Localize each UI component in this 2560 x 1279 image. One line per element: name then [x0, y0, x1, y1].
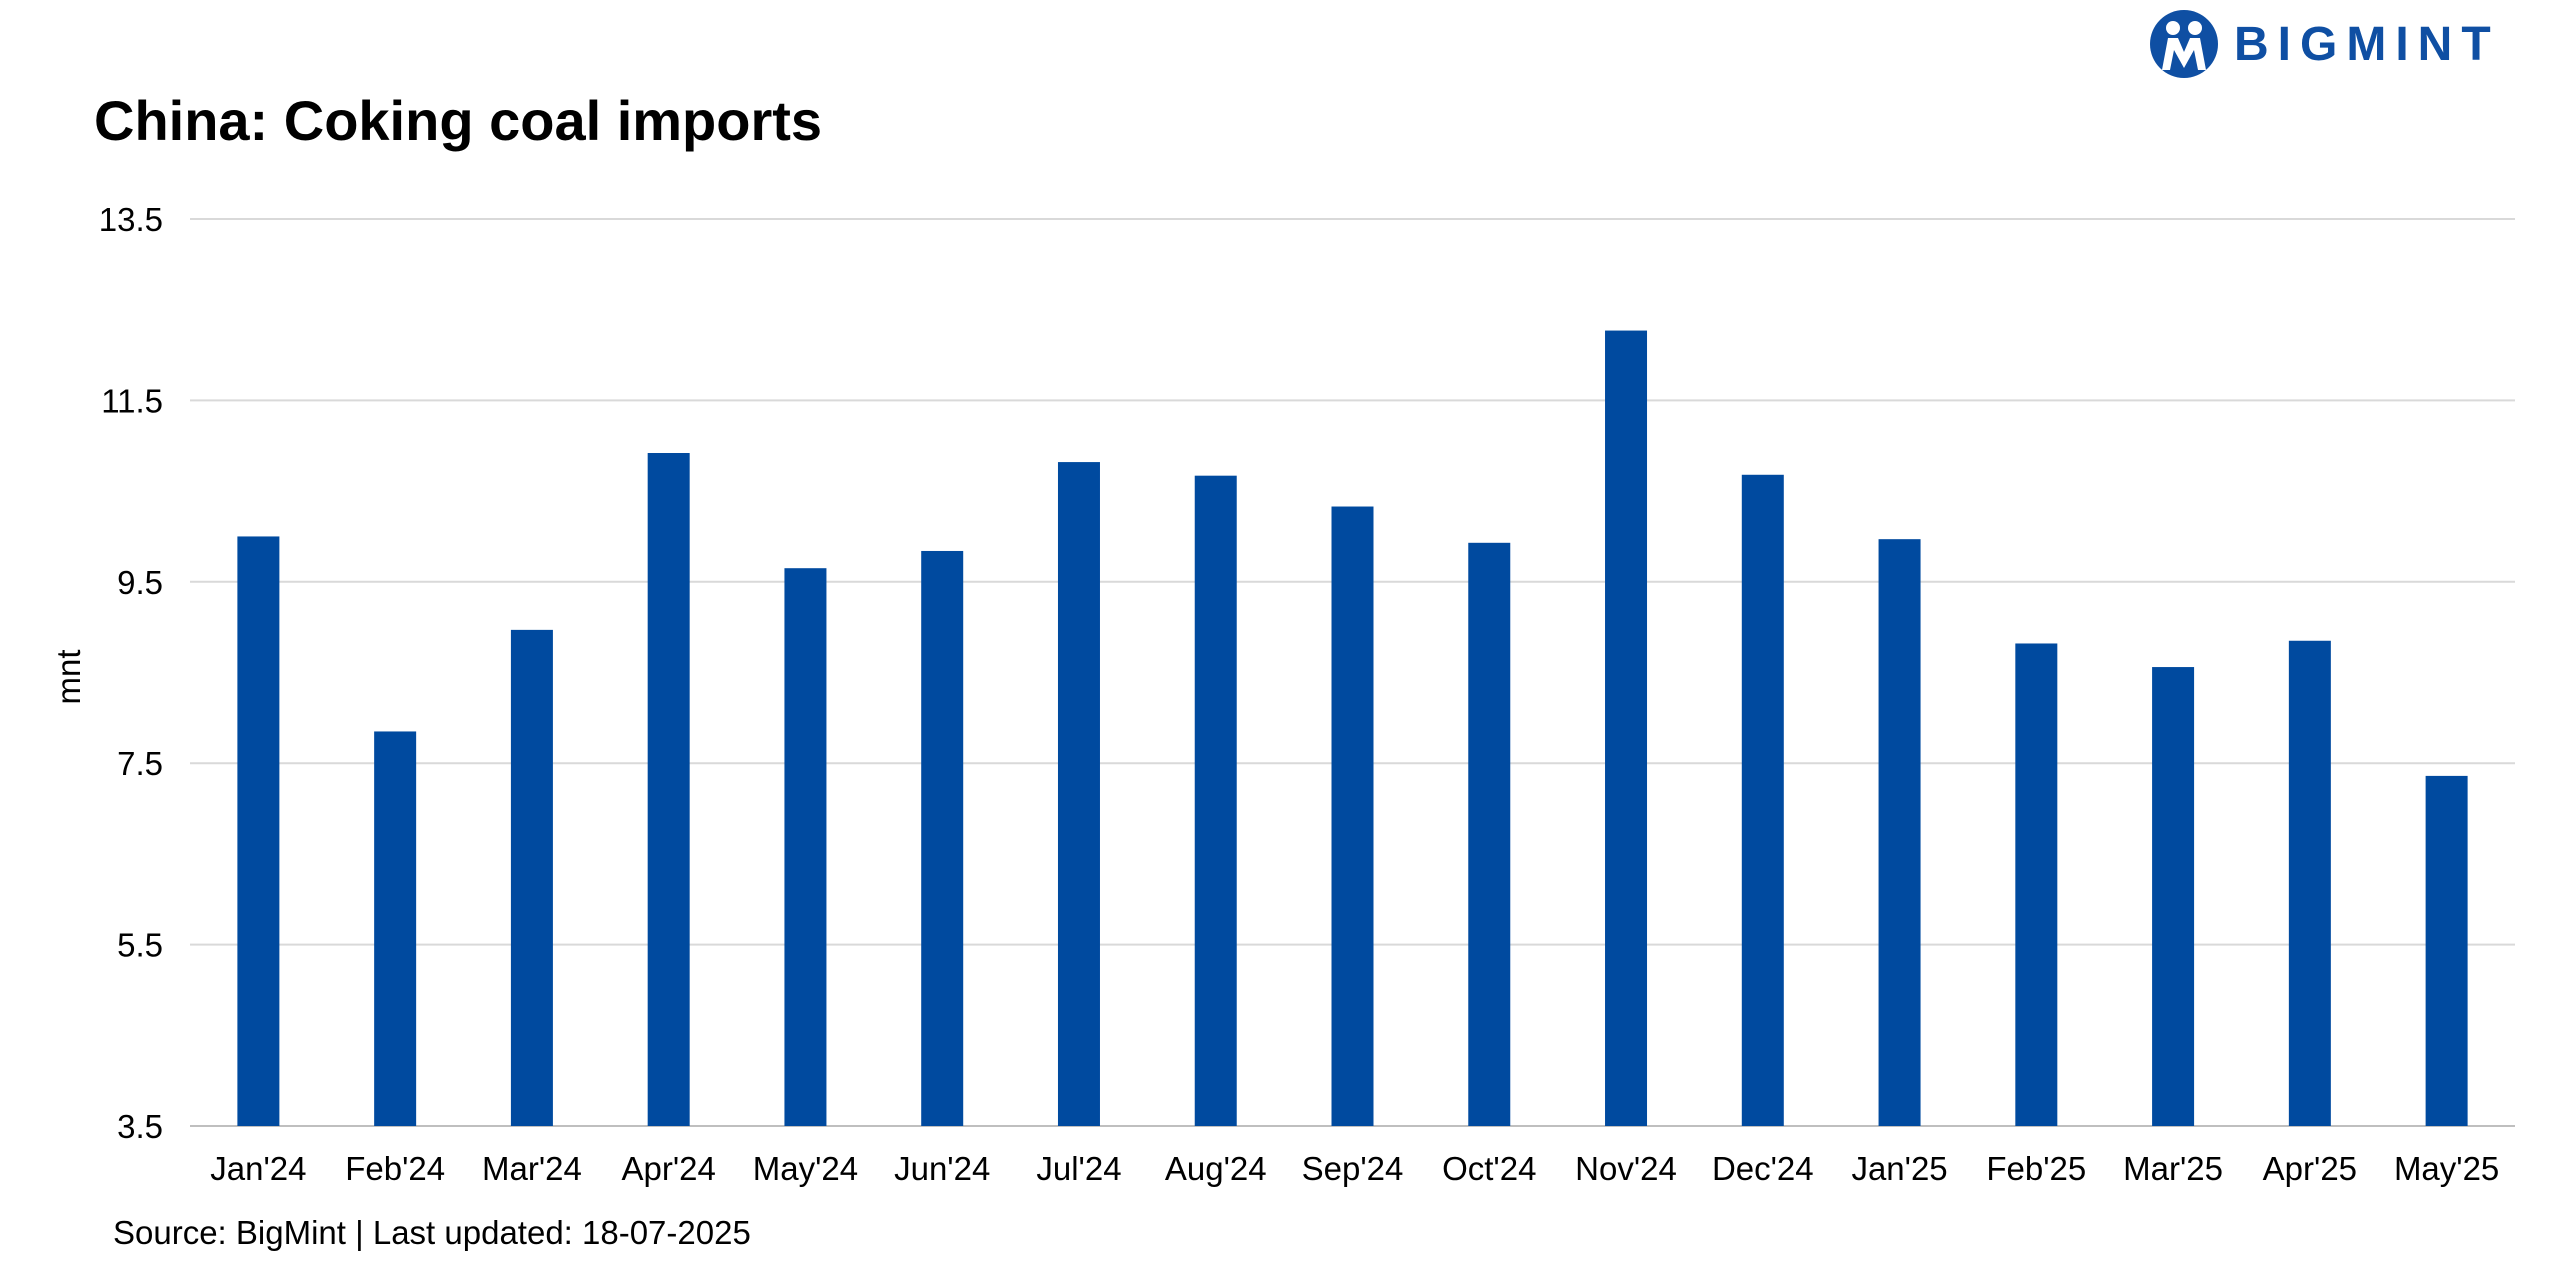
bar: [1194, 475, 1237, 1126]
bar: [647, 453, 690, 1127]
x-tick-label: Apr'24: [621, 1150, 715, 1187]
y-axis-label: mnt: [50, 649, 87, 704]
y-tick-label: 9.5: [117, 564, 163, 601]
bar: [784, 568, 827, 1126]
x-tick-label: Feb'25: [1986, 1150, 2086, 1187]
x-tick-label: May'25: [2394, 1150, 2499, 1187]
x-tick-label: Apr'25: [2263, 1150, 2357, 1187]
source-note: Source: BigMint | Last updated: 18-07-20…: [113, 1214, 751, 1251]
y-tick-label: 3.5: [117, 1108, 163, 1145]
bar: [2425, 775, 2468, 1126]
x-tick-label: Jan'24: [210, 1150, 306, 1187]
bar: [1878, 539, 1921, 1126]
bar: [2288, 640, 2331, 1126]
x-tick-label: Mar'24: [482, 1150, 582, 1187]
y-tick-label: 11.5: [101, 382, 163, 419]
x-tick-label: May'24: [753, 1150, 858, 1187]
bar: [1331, 506, 1374, 1126]
x-tick-label: Jun'24: [894, 1150, 990, 1187]
x-tick-label: Oct'24: [1442, 1150, 1536, 1187]
x-tick-label: Aug'24: [1165, 1150, 1267, 1187]
bar: [2152, 667, 2195, 1126]
x-axis-ticks: Jan'24 Feb'24 Mar'24 Apr'24 May'24 Jun'24 Jul'…: [210, 1150, 2499, 1187]
bigmint-logo: BIGMINT: [2148, 6, 2528, 82]
y-tick-label: 7.5: [117, 745, 163, 782]
x-tick-label: Feb'24: [345, 1150, 445, 1187]
y-axis-ticks: 3.5 5.5 7.5 9.5 11.5 13.5: [99, 201, 163, 1145]
bar: [1605, 330, 1648, 1126]
bars: [237, 330, 2468, 1127]
chart-title: China: Coking coal imports: [94, 89, 823, 152]
x-tick-label: Dec'24: [1712, 1150, 1814, 1187]
y-tick-label: 5.5: [117, 927, 163, 964]
bar: [2015, 643, 2058, 1126]
bigmint-logo-text: BIGMINT: [2234, 17, 2500, 71]
bar: [237, 536, 280, 1126]
x-tick-label: Nov'24: [1575, 1150, 1677, 1187]
bar: [1468, 542, 1511, 1126]
bar: [921, 550, 964, 1126]
bar: [1057, 462, 1100, 1126]
x-tick-label: Jan'25: [1851, 1150, 1947, 1187]
bigmint-logo-icon: [2150, 10, 2218, 78]
x-tick-label: Mar'25: [2123, 1150, 2223, 1187]
bar: [510, 629, 553, 1126]
bar: [374, 731, 417, 1126]
x-tick-label: Sep'24: [1302, 1150, 1404, 1187]
bar: [1741, 474, 1784, 1126]
x-tick-label: Jul'24: [1036, 1150, 1121, 1187]
y-tick-label: 13.5: [99, 201, 163, 238]
